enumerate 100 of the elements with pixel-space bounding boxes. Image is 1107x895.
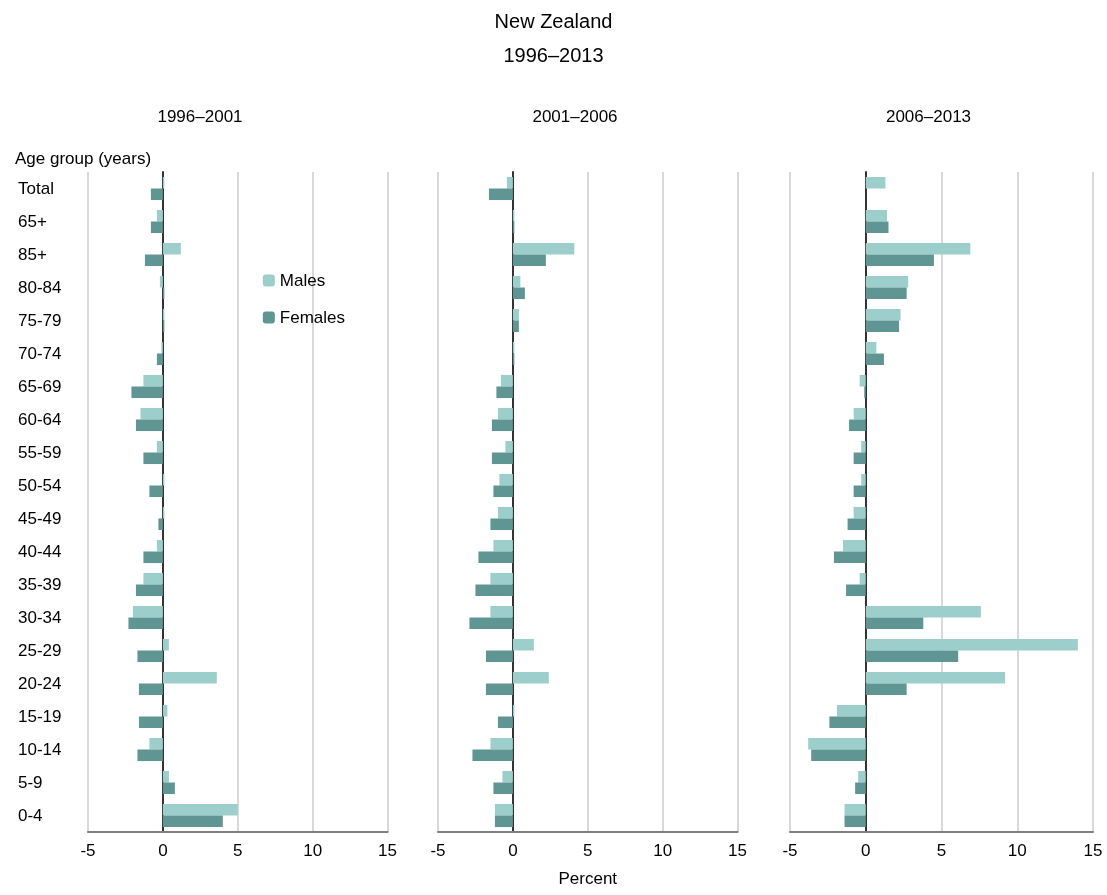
bar: [485, 683, 513, 696]
bar: [865, 617, 924, 630]
bar: [490, 737, 513, 750]
bar: [162, 803, 238, 816]
y-tick-label: 50-54: [18, 476, 62, 495]
bar: [865, 671, 1006, 684]
y-tick-label: Total: [18, 179, 54, 198]
bar: [865, 308, 901, 321]
y-tick-label: 80-84: [18, 278, 62, 297]
bar: [469, 617, 513, 630]
bar: [493, 485, 513, 498]
bar: [493, 539, 513, 552]
bar: [491, 452, 513, 465]
bar: [149, 737, 163, 750]
bar: [138, 683, 163, 696]
bar: [865, 176, 886, 189]
bar: [158, 518, 163, 531]
x-tick-label: 0: [508, 841, 518, 860]
bar: [500, 374, 513, 387]
bar: [505, 440, 513, 453]
bar: [512, 638, 534, 651]
text: 1996–2013: [502, 44, 605, 67]
bar: [150, 221, 163, 234]
bar: [488, 188, 513, 201]
y-tick-label: 60-64: [18, 410, 62, 429]
bar: [491, 419, 513, 432]
bar: [865, 221, 889, 234]
bar: [485, 650, 513, 663]
bar: [156, 353, 163, 366]
text: New Zealand: [493, 10, 614, 33]
bar: [859, 374, 866, 387]
bar: [131, 386, 163, 399]
bar: [861, 440, 866, 453]
x-tick-label: 10: [1007, 841, 1027, 860]
bar: [497, 716, 513, 729]
y-tick-label: 0-4: [18, 806, 43, 825]
y-tick-label: 20-24: [18, 674, 62, 693]
bar: [143, 551, 163, 564]
bar: [156, 209, 163, 222]
y-tick-label: 5-9: [18, 773, 43, 792]
chart-title: 1996–2001: [157, 107, 243, 126]
x-tick-label: -5: [430, 841, 446, 860]
bar: [144, 254, 163, 267]
bar: [137, 650, 163, 663]
bar: [853, 506, 866, 519]
bar: [162, 242, 181, 255]
bar: [156, 440, 163, 453]
y-tick-label: 40-44: [18, 542, 62, 561]
bar: [143, 452, 163, 465]
bar: [490, 605, 513, 618]
bar: [853, 485, 866, 498]
bar: [150, 188, 163, 201]
x-axis-title: Percent: [558, 869, 618, 888]
bar: [493, 782, 513, 795]
bar: [135, 419, 163, 432]
bar: [162, 782, 175, 795]
bar: [140, 407, 163, 420]
bar: [865, 353, 884, 366]
bar: [846, 584, 866, 597]
bar: [865, 254, 934, 267]
bar: [865, 341, 877, 354]
x-tick-label: 15: [1083, 841, 1103, 860]
bar: [836, 704, 866, 717]
bar: [497, 506, 513, 519]
y-tick-label: 10-14: [18, 740, 62, 759]
bar: [865, 650, 959, 663]
bar: [808, 737, 866, 750]
bar: [865, 683, 907, 696]
bar: [844, 815, 866, 828]
x-tick-label: -5: [80, 841, 96, 860]
bar: [861, 473, 866, 486]
bar: [143, 572, 163, 585]
bar: [494, 815, 513, 828]
chart-title: 2006–2013: [885, 107, 972, 126]
x-tick-label: 10: [303, 841, 323, 860]
bar: [159, 275, 163, 288]
bar: [138, 716, 163, 729]
bar: [162, 671, 217, 684]
bar: [162, 704, 168, 717]
bar: [512, 287, 525, 300]
bar: [472, 749, 513, 762]
bar: [512, 308, 519, 321]
y-tick-label: 55-59: [18, 443, 62, 462]
bar: [833, 551, 866, 564]
x-tick-label: 15: [728, 841, 748, 860]
bar: [499, 473, 513, 486]
bar: [865, 320, 900, 333]
bar: [829, 716, 866, 729]
bar: [853, 452, 866, 465]
y-tick-label: 75-79: [18, 311, 62, 330]
bar: [135, 584, 163, 597]
bar: [843, 539, 866, 552]
bar: [496, 386, 513, 399]
y-tick-label: 25-29: [18, 641, 62, 660]
bar: [162, 815, 223, 828]
bar: [502, 770, 513, 783]
bar: [849, 419, 866, 432]
bar: [497, 407, 513, 420]
bar: [162, 638, 169, 651]
y-tick-label: 65+: [18, 212, 47, 231]
